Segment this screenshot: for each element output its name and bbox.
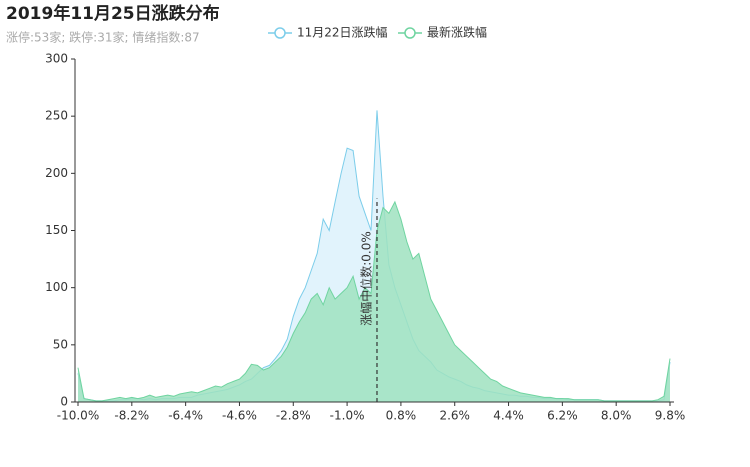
x-tick-label: -1.0% — [330, 409, 365, 423]
x-tick-label: -8.2% — [114, 409, 149, 423]
y-tick-label: 0 — [60, 395, 68, 409]
legend-label: 最新涨跌幅 — [427, 25, 487, 40]
line — [77, 200, 671, 402]
x-tick-label: 0.8% — [386, 409, 417, 423]
x-tick-label: -10.0% — [57, 409, 99, 423]
x-tick-label: 9.8% — [655, 409, 686, 423]
x-tick-label: -2.8% — [276, 409, 311, 423]
y-tick-label: 100 — [45, 280, 68, 294]
y-tick-label: 150 — [45, 223, 68, 237]
x-tick-label: 2.6% — [439, 409, 470, 423]
area — [78, 110, 670, 403]
x-tick-label: -6.4% — [168, 409, 203, 423]
y-tick-label: 200 — [45, 166, 68, 180]
legend-symbol — [404, 27, 416, 39]
y-tick-label: 50 — [53, 337, 68, 351]
chart-title: 2019年11月25日涨跌分布 — [6, 3, 220, 24]
median-label: 涨幅中位数:0.0% — [358, 231, 373, 326]
x-tick-label: 4.4% — [493, 409, 524, 423]
legend-label: 11月22日涨跌幅 — [297, 25, 388, 40]
area — [78, 201, 670, 402]
legend-symbol — [274, 27, 286, 39]
chart-subtitle: 涨停:53家; 跌停:31家; 情绪指数:87 — [6, 30, 200, 45]
x-tick-label: 6.2% — [547, 409, 578, 423]
x-tick-label: 8.0% — [601, 409, 632, 423]
x-tick-label: -4.6% — [222, 409, 257, 423]
y-tick-label: 250 — [45, 109, 68, 123]
y-tick-label: 300 — [45, 52, 68, 66]
